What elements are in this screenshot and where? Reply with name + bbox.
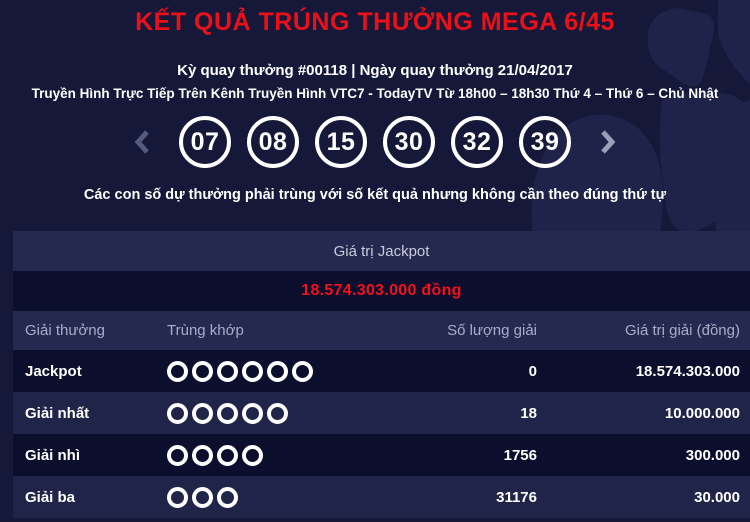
match-circle-icon [192, 360, 213, 382]
winning-number-ball: 39 [519, 116, 571, 168]
header-cell-prize-value: Giá trị giải (đồng) [624, 322, 740, 339]
prize-row-label: Jackpot [25, 362, 82, 380]
winning-number-balls: 07 08 15 30 32 39 [179, 116, 571, 168]
winning-number-ball: 08 [247, 116, 299, 168]
winners-count: 0 [528, 362, 537, 380]
prize-table-row: Giải nhất 18 10.000.000 [13, 392, 750, 434]
match-circle-icon [217, 444, 238, 466]
prize-row-label: Giải ba [25, 488, 76, 506]
page-title: KẾT QUẢ TRÚNG THƯỞNG MEGA 6/45 [135, 8, 615, 36]
prize-value: 30.000 [694, 488, 740, 506]
jackpot-value: 18.574.303.000 đồng [13, 271, 750, 311]
match-circles [167, 444, 337, 466]
prize-table-body: Jackpot 0 18.574.303.000 Giải nhất 18 10.000.… [13, 350, 750, 518]
chevron-right-icon [601, 130, 616, 154]
match-circle-icon [267, 402, 288, 424]
prize-value: 10.000.000 [664, 404, 740, 422]
prize-table-row: Giải nhì 1756 300.000 [13, 434, 750, 476]
prize-table-row: Jackpot 0 18.574.303.000 [13, 350, 750, 392]
match-circle-icon [167, 444, 188, 466]
match-circles [167, 486, 337, 508]
match-circle-icon [167, 402, 188, 424]
winning-number-ball: 15 [315, 116, 367, 168]
match-circle-icon [192, 444, 213, 466]
match-circle-icon [217, 486, 238, 508]
prize-value: 18.574.303.000 [635, 362, 740, 380]
match-circle-icon [267, 360, 288, 382]
winning-number-ball: 07 [179, 116, 231, 168]
prize-table-row: Giải ba 31176 30.000 [13, 476, 750, 518]
broadcast-info: Truyền Hình Trực Tiếp Trên Kênh Truyền H… [31, 86, 719, 101]
match-circle-icon [167, 486, 188, 508]
match-circle-icon [292, 360, 313, 382]
match-circle-icon [242, 360, 263, 382]
next-draw-button[interactable] [597, 127, 619, 157]
header-cell-prize-tier: Giải thưởng [25, 322, 105, 339]
results-note: Các con số dự thưởng phải trùng với số k… [83, 187, 667, 203]
draw-info: Kỳ quay thưởng #00118 | Ngày quay thưởng… [177, 62, 573, 79]
chevron-left-icon [134, 130, 149, 154]
winners-count: 1756 [503, 446, 537, 464]
match-circle-icon [167, 360, 188, 382]
prize-row-label: Giải nhất [25, 404, 90, 422]
match-circle-icon [217, 360, 238, 382]
jackpot-section-header: Giá trị Jackpot [13, 231, 750, 271]
prize-row-label: Giải nhì [25, 446, 81, 464]
header-cell-match: Trùng khớp [167, 322, 244, 339]
prev-draw-button[interactable] [131, 127, 153, 157]
winning-numbers: 07 08 15 30 32 39 [0, 116, 750, 168]
match-circle-icon [192, 486, 213, 508]
jackpot-section-title: Giá trị Jackpot [333, 242, 430, 260]
winners-count: 18 [520, 404, 537, 422]
match-circle-icon [242, 402, 263, 424]
match-circle-icon [242, 444, 263, 466]
winners-count: 31176 [496, 488, 537, 506]
header-cell-winner-count: Số lượng giải [447, 322, 537, 339]
match-circle-icon [217, 402, 238, 424]
prize-value: 300.000 [685, 446, 740, 464]
match-circle-icon [192, 402, 213, 424]
winning-number-ball: 30 [383, 116, 435, 168]
prize-table: Giải thưởng Trùng khớp Số lượng giải Giá… [13, 311, 750, 518]
match-circles [167, 402, 337, 424]
prize-table-header: Giải thưởng Trùng khớp Số lượng giải Giá… [13, 311, 750, 350]
match-circles [167, 360, 337, 382]
winning-number-ball: 32 [451, 116, 503, 168]
